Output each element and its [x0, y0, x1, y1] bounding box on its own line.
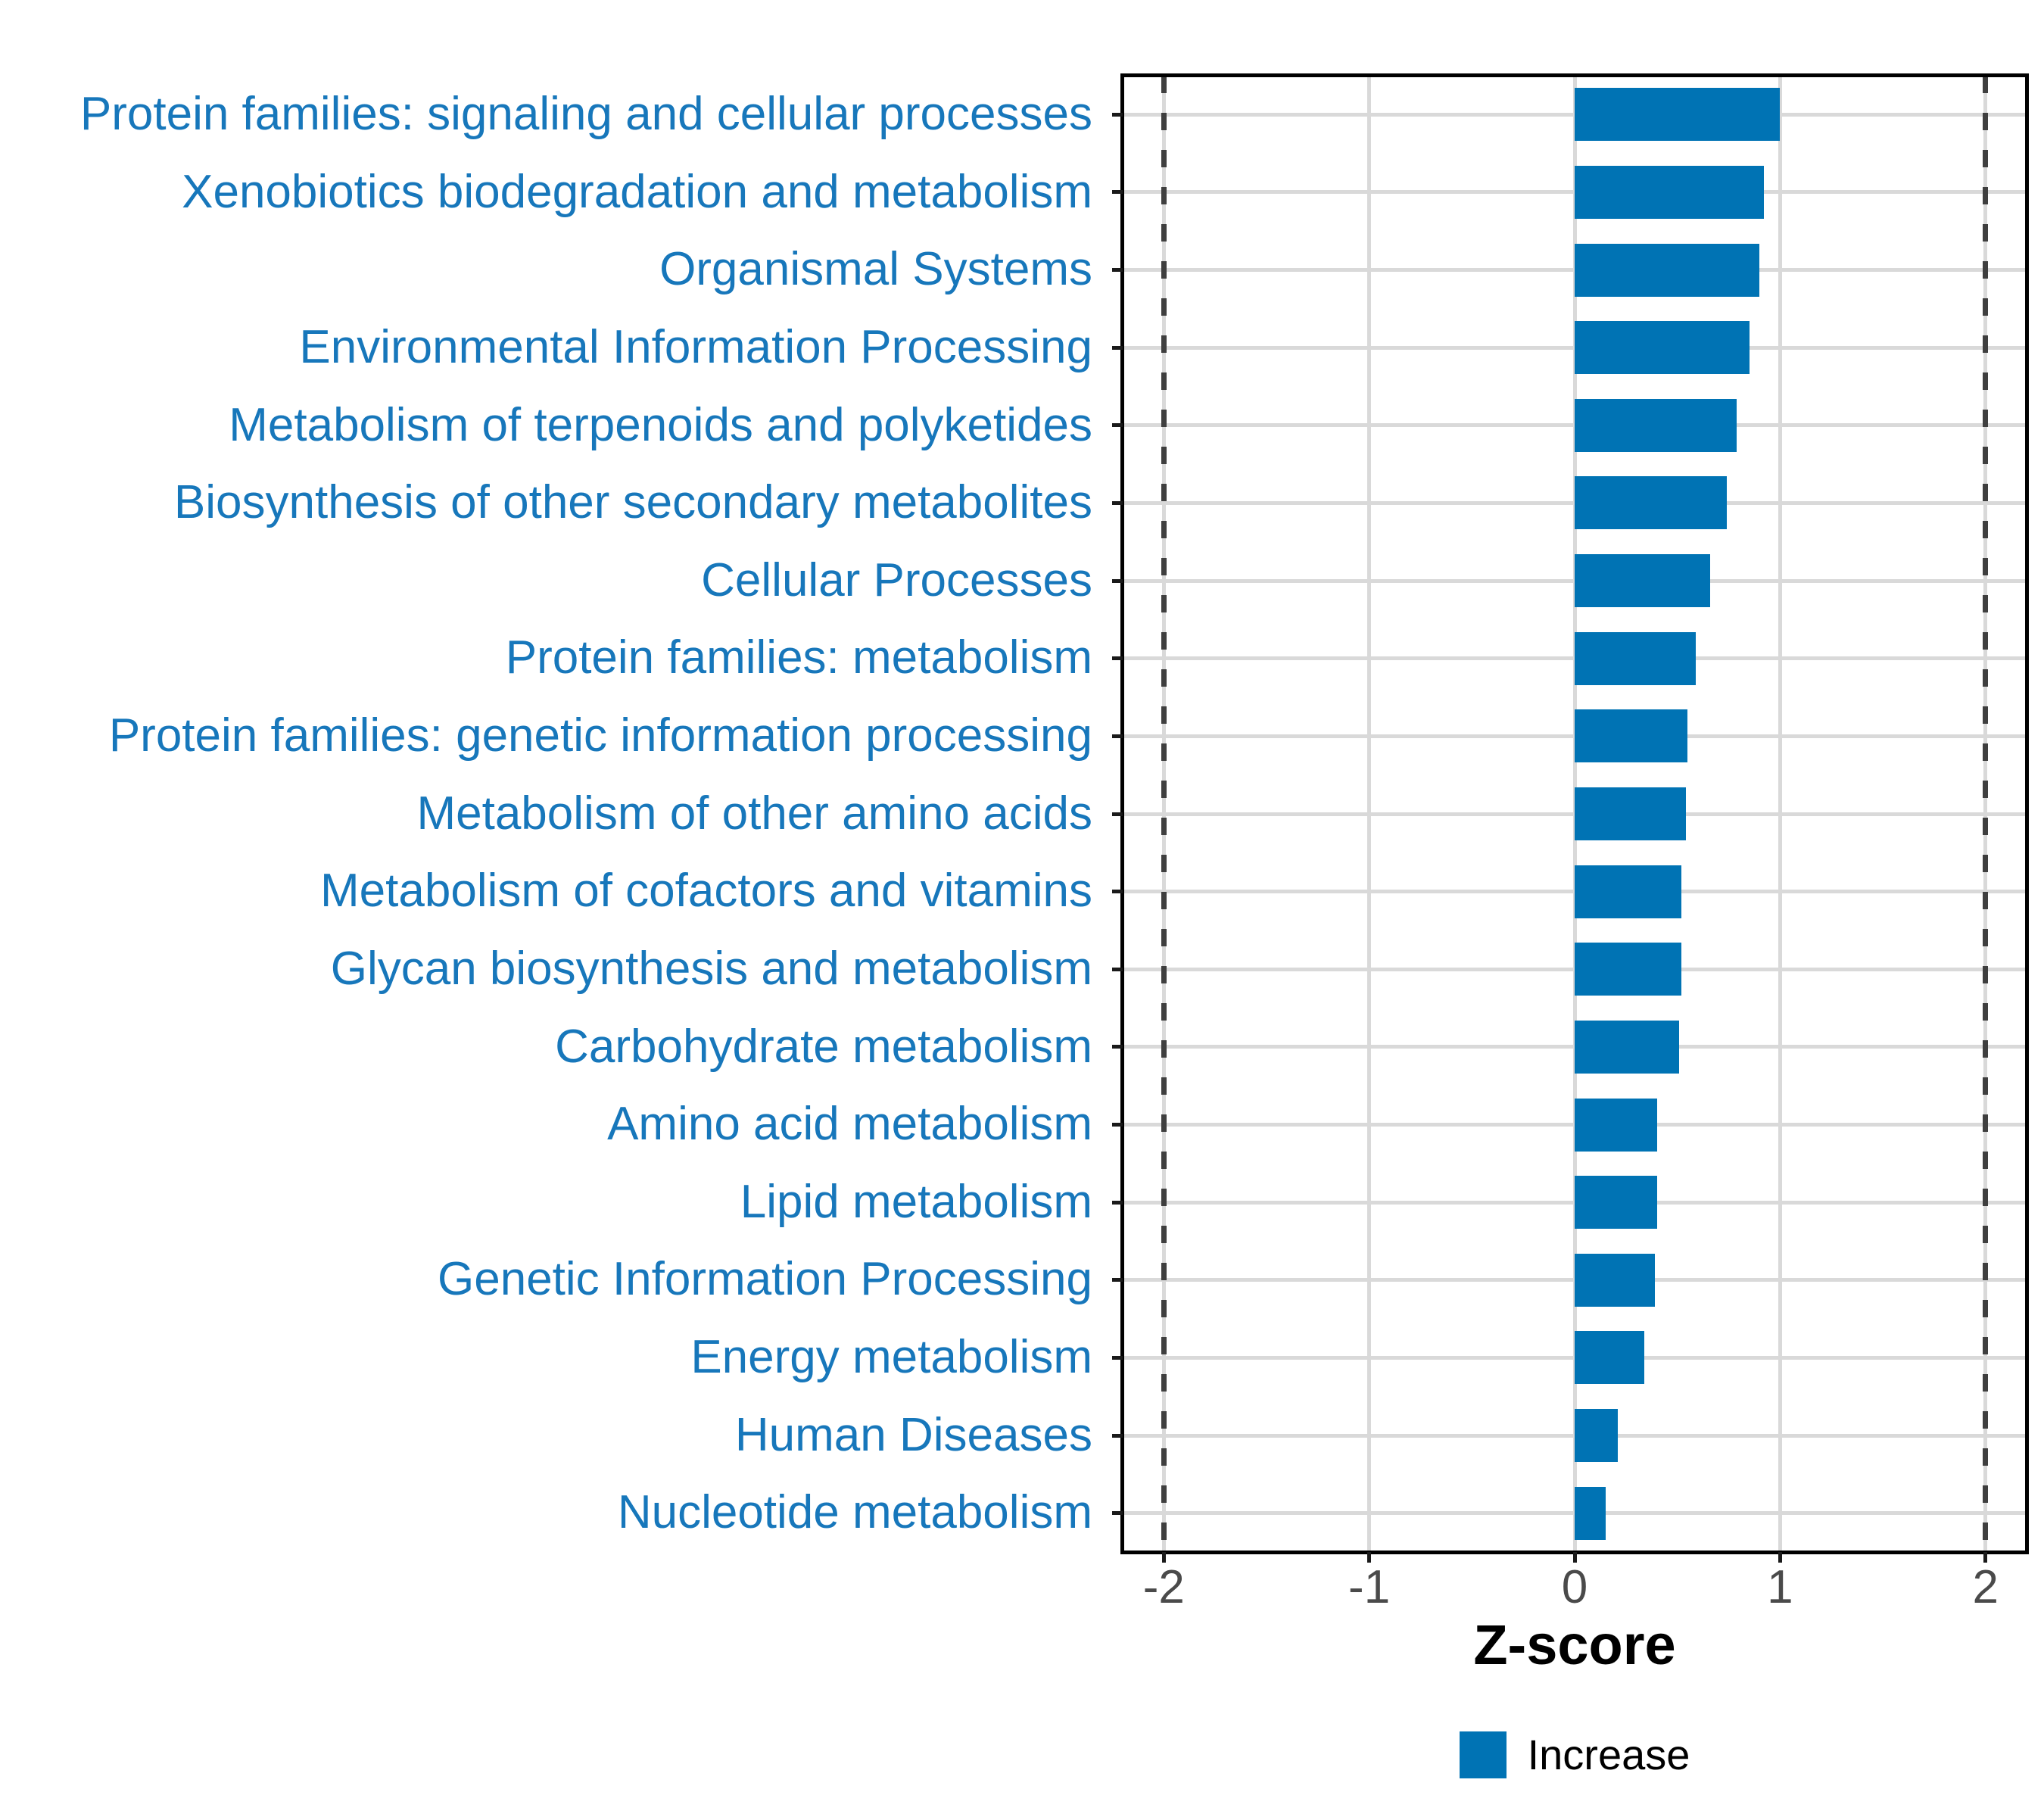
bar-6 [1575, 476, 1727, 530]
bar-8 [1575, 631, 1697, 685]
y-tick-mark [1112, 1511, 1123, 1516]
category-label: Organismal Systems [659, 243, 1092, 296]
y-tick-mark [1112, 734, 1123, 738]
dashed-reference-line [1983, 76, 1989, 1552]
y-tick-mark [1112, 268, 1123, 273]
legend: Increase [1120, 1730, 2029, 1780]
legend-increase-swatch [1459, 1731, 1507, 1778]
bar-13 [1575, 1020, 1680, 1074]
bar-14 [1575, 1098, 1657, 1152]
category-label: Genetic Information Processing [438, 1253, 1092, 1306]
bar-11 [1575, 865, 1682, 918]
y-tick-mark [1112, 190, 1123, 195]
y-tick-mark [1112, 967, 1123, 971]
x-tick-mark [1161, 1552, 1166, 1563]
bar-3 [1575, 243, 1760, 297]
x-tick-label: 2 [1972, 1561, 1999, 1613]
bar-5 [1575, 398, 1737, 452]
x-tick-label: 1 [1767, 1561, 1793, 1613]
category-label: Nucleotide metabolism [617, 1486, 1092, 1539]
category-label: Protein families: metabolism [505, 631, 1092, 684]
bar-1 [1575, 88, 1781, 142]
y-tick-mark [1112, 1355, 1123, 1360]
category-label: Biosynthesis of other secondary metaboli… [173, 476, 1092, 529]
y-tick-mark [1112, 1123, 1123, 1127]
bar-9 [1575, 709, 1688, 763]
bar-18 [1575, 1409, 1618, 1463]
x-tick-mark [1572, 1552, 1577, 1563]
bar-17 [1575, 1331, 1645, 1385]
category-label: Carbohydrate metabolism [555, 1020, 1092, 1073]
category-label: Metabolism of other amino acids [416, 787, 1092, 840]
category-label: Energy metabolism [690, 1331, 1092, 1384]
category-label: Glycan biosynthesis and metabolism [330, 942, 1092, 995]
y-tick-mark [1112, 345, 1123, 350]
y-tick-mark [1112, 578, 1123, 583]
x-tick-label: 0 [1561, 1561, 1588, 1613]
bar-12 [1575, 943, 1682, 996]
category-label: Environmental Information Processing [299, 320, 1092, 373]
category-label: Metabolism of cofactors and vitamins [320, 865, 1092, 918]
y-tick-mark [1112, 500, 1123, 505]
y-tick-mark [1112, 423, 1123, 428]
y-tick-mark [1112, 656, 1123, 661]
y-tick-mark [1112, 112, 1123, 117]
category-label: Protein families: genetic information pr… [108, 709, 1092, 762]
bar-19 [1575, 1486, 1606, 1540]
y-tick-mark [1112, 1200, 1123, 1205]
category-label: Lipid metabolism [740, 1175, 1092, 1228]
y-tick-mark [1112, 1433, 1123, 1438]
category-label: Cellular Processes [701, 553, 1092, 606]
x-axis-title: Z-score [1473, 1613, 1676, 1676]
category-label: Xenobiotics biodegradation and metabolis… [182, 165, 1092, 218]
y-tick-mark [1112, 1045, 1123, 1049]
bar-4 [1575, 321, 1750, 375]
legend-increase-label: Increase [1527, 1731, 1690, 1778]
x-tick-mark [1367, 1552, 1372, 1563]
bar-16 [1575, 1253, 1655, 1307]
x-tick-mark [1778, 1552, 1782, 1563]
category-label: Human Diseases [734, 1408, 1092, 1461]
bar-7 [1575, 554, 1711, 608]
category-label: Metabolism of terpenoids and polyketides [229, 398, 1092, 451]
bar-15 [1575, 1176, 1657, 1230]
x-tick-mark [1983, 1552, 1988, 1563]
y-tick-mark [1112, 812, 1123, 816]
dashed-reference-line [1161, 76, 1167, 1552]
x-tick-label: -1 [1348, 1561, 1391, 1613]
bar-2 [1575, 165, 1764, 219]
category-label: Amino acid metabolism [607, 1098, 1092, 1151]
x-tick-label: -2 [1142, 1561, 1185, 1613]
bar-10 [1575, 787, 1686, 840]
category-label: Protein families: signaling and cellular… [79, 88, 1092, 140]
y-tick-mark [1112, 890, 1123, 894]
y-tick-mark [1112, 1278, 1123, 1282]
